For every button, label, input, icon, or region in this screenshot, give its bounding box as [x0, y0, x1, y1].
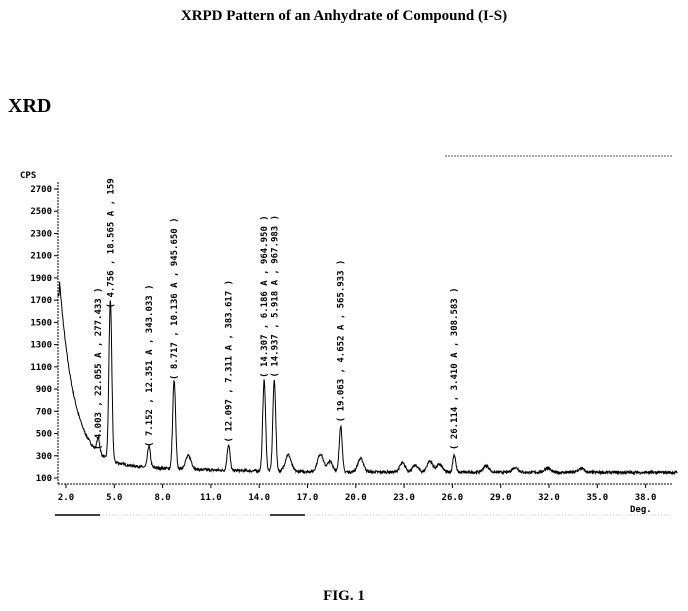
x-tick-label: 11.0 — [200, 493, 222, 503]
x-tick-label: 14.0 — [248, 493, 270, 503]
x-tick-label: 2.0 — [58, 493, 74, 503]
y-tick-label: 1100 — [30, 363, 52, 373]
peak-label: ( 7.152 , 12.351 A , 343.033 ) — [145, 284, 155, 447]
x-tick-label: 17.0 — [297, 493, 319, 503]
x-tick-label: 35.0 — [586, 493, 608, 503]
peak-label: ( 8.717 , 10.136 A , 945.650 ) — [170, 217, 180, 380]
y-tick-label: 2500 — [30, 207, 52, 217]
diffraction-trace — [57, 281, 678, 476]
y-tick-label: 1900 — [30, 274, 52, 284]
peak-label: ( 19.063 , 4.652 A , 565.933 ) — [337, 260, 347, 423]
x-tick-label: 29.0 — [490, 493, 512, 503]
figure-caption: FIG. 1 — [323, 588, 365, 604]
xrd-chart: 100 300 500 700 900 1100 1300 1500 1700 1900 2100 2… — [20, 155, 678, 516]
section-label: XRD — [8, 95, 52, 117]
peak-label: ( 4.003 , 22.055 A , 277.433 ) — [94, 287, 104, 450]
y-tick-label: 1500 — [30, 318, 52, 328]
y-tick-label: 1700 — [30, 296, 52, 306]
peak-label: ( 12.097 , 7.311 A , 383.617 ) — [225, 280, 235, 443]
y-tick-label: 2100 — [30, 252, 52, 262]
y-tick-label: 900 — [36, 385, 52, 395]
y-tick-label: 300 — [36, 452, 52, 462]
peak-label: ( 4.756 , 18.565 A , 159 — [106, 178, 116, 308]
x-tick-label: 32.0 — [538, 493, 560, 503]
peak-label: ( 14.307 , 6.186 A , 964.950 ) — [260, 215, 270, 378]
tick-labels: 100 300 500 700 900 1100 1300 1500 1700 1900 2100 2… — [30, 185, 656, 503]
page-title: XRPD Pattern of an Anhydrate of Compound… — [180, 8, 508, 24]
peak-label: ( 14.937 , 5.918 A , 967.983 ) — [270, 215, 280, 378]
x-tick-label: 23.0 — [393, 493, 415, 503]
peak-labels: ( 4.003 , 22.055 A , 277.433 )( 4.756 , … — [94, 178, 460, 450]
y-tick-label: 2300 — [30, 229, 52, 239]
x-tick-label: 26.0 — [442, 493, 464, 503]
x-axis-label: Deg. — [630, 505, 652, 515]
axes — [54, 182, 672, 488]
x-tick-label: 8.0 — [154, 493, 170, 503]
y-tick-label: 2700 — [30, 185, 52, 195]
y-tick-label: 500 — [36, 430, 52, 440]
y-axis-label: CPS — [20, 171, 36, 181]
x-tick-label: 20.0 — [345, 493, 367, 503]
x-tick-label: 38.0 — [635, 493, 657, 503]
y-tick-label: 100 — [36, 474, 52, 484]
peak-label: ( 26.114 , 3.410 A , 308.583 ) — [450, 287, 460, 450]
x-tick-label: 5.0 — [106, 493, 122, 503]
y-tick-label: 700 — [36, 407, 52, 417]
y-tick-label: 1300 — [30, 341, 52, 351]
